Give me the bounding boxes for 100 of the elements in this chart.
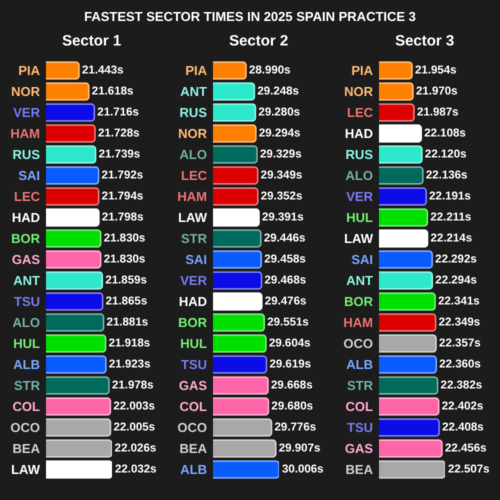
- data-label: 29.468s: [264, 274, 306, 286]
- y-tick-label: LAW: [178, 210, 208, 226]
- data-label: 22.005s: [113, 422, 156, 434]
- data-label: 22.292s: [436, 254, 478, 266]
- y-tick-label: COL: [12, 399, 40, 414]
- y-tick-label: HAM: [344, 315, 374, 330]
- y-tick-label: PIA: [18, 63, 41, 78]
- data-label: 21.978s: [112, 380, 154, 392]
- chart-title: Sector 1: [62, 32, 122, 50]
- data-label: 22.003s: [113, 400, 155, 412]
- y-tick-label: LEC: [347, 105, 374, 120]
- data-label: 29.476s: [264, 296, 306, 308]
- data-label: 21.830s: [104, 232, 146, 244]
- y-tick-label: ALO: [346, 168, 374, 184]
- y-tick-label: HUL: [346, 210, 374, 226]
- y-tick-label: SAI: [18, 168, 40, 184]
- y-tick-label: NOR: [344, 84, 374, 100]
- data-label: 21.728s: [98, 128, 140, 140]
- y-tick-label: RUS: [12, 147, 40, 162]
- y-tick-label: VER: [180, 273, 208, 288]
- y-tick-label: HAD: [345, 126, 374, 142]
- y-tick-label: LEC: [180, 168, 208, 184]
- y-tick-label: HAM: [177, 189, 207, 204]
- y-tick-label: ANT: [180, 84, 207, 100]
- y-tick-label: SAI: [184, 252, 207, 268]
- y-tick-label: PIA: [184, 63, 208, 78]
- y-tick-label: HUL: [180, 336, 207, 352]
- y-tick-label: GAS: [12, 252, 40, 268]
- data-label: 21.987s: [417, 106, 459, 118]
- y-tick-label: GAS: [345, 441, 374, 456]
- y-tick-label: BEA: [346, 462, 374, 478]
- y-tick-label: VER: [13, 105, 41, 120]
- data-label: 22.408s: [442, 422, 484, 434]
- y-tick-label: BOR: [178, 315, 208, 330]
- data-label: 29.446s: [263, 232, 306, 244]
- data-label: 29.668s: [270, 380, 312, 392]
- data-label: 28.990s: [248, 64, 290, 76]
- y-tick-label: COL: [179, 399, 207, 414]
- data-label: 29.604s: [268, 338, 310, 350]
- data-label: 21.716s: [97, 106, 139, 118]
- data-label: 21.881s: [106, 316, 148, 328]
- data-label: 21.954s: [415, 64, 457, 76]
- y-tick-label: LAW: [11, 462, 41, 478]
- y-tick-label: HAD: [178, 294, 207, 310]
- data-label: 22.360s: [440, 358, 482, 370]
- y-tick-label: BEA: [12, 441, 41, 456]
- data-label: 22.349s: [438, 316, 480, 328]
- y-tick-label: TSU: [14, 294, 40, 310]
- data-label: 29.349s: [260, 170, 302, 182]
- data-label: 22.211s: [430, 212, 472, 224]
- data-label: 29.294s: [258, 128, 300, 140]
- data-label: 29.391s: [262, 212, 304, 224]
- data-label: 22.032s: [115, 464, 157, 476]
- data-label: 29.248s: [257, 86, 299, 98]
- data-label: 29.776s: [274, 422, 316, 434]
- y-tick-label: ANT: [346, 273, 374, 288]
- data-label: 22.191s: [429, 190, 472, 202]
- y-tick-label: NOR: [178, 126, 208, 142]
- y-tick-label: BOR: [344, 294, 374, 310]
- y-tick-label: ANT: [13, 273, 40, 288]
- data-label: 22.026s: [114, 442, 156, 454]
- text: FASTEST SECTOR TIMES IN 2025 SPAIN PRACTICE 3: [84, 9, 416, 24]
- data-label: 22.108s: [424, 128, 466, 140]
- y-tick-label: NOR: [11, 84, 41, 100]
- y-tick-label: RUS: [346, 147, 374, 162]
- y-tick-label: GAS: [178, 378, 207, 394]
- data-label: 21.792s: [102, 170, 144, 182]
- data-label: 21.794s: [102, 190, 144, 202]
- y-tick-label: STR: [347, 378, 374, 394]
- y-tick-label: COL: [346, 399, 374, 414]
- data-label: 29.680s: [271, 400, 313, 412]
- y-tick-label: BOR: [11, 231, 41, 246]
- y-tick-label: SAI: [352, 252, 374, 268]
- y-tick-label: HAM: [10, 126, 40, 142]
- data-label: 29.458s: [264, 254, 306, 266]
- data-label: 29.907s: [278, 442, 320, 454]
- data-label: 21.739s: [98, 148, 140, 160]
- data-label: 21.443s: [82, 64, 124, 76]
- y-tick-label: TSU: [347, 420, 374, 436]
- y-tick-label: ALB: [346, 357, 374, 372]
- y-tick-label: HUL: [13, 336, 40, 352]
- data-label: 22.456s: [445, 442, 487, 454]
- y-tick-label: HAD: [12, 210, 40, 226]
- y-tick-label: OCO: [177, 420, 207, 436]
- data-label: 29.551s: [266, 316, 308, 328]
- data-label: 21.859s: [105, 274, 147, 286]
- data-label: 22.507s: [448, 464, 490, 476]
- data-label: 21.918s: [108, 338, 150, 350]
- y-tick-label: LAW: [344, 231, 374, 246]
- data-label: 29.329s: [260, 148, 302, 160]
- data-label: 22.341s: [438, 296, 480, 308]
- data-label: 22.294s: [436, 274, 478, 286]
- y-tick-label: LEC: [14, 189, 41, 204]
- y-tick-label: ALB: [180, 462, 207, 478]
- data-label: 30.006s: [282, 464, 324, 476]
- chart-title: Sector 2: [228, 32, 288, 50]
- y-tick-label: BEA: [179, 441, 208, 456]
- data-label: 21.618s: [92, 86, 134, 98]
- data-label: 22.214s: [430, 232, 472, 244]
- data-label: 21.970s: [416, 86, 458, 98]
